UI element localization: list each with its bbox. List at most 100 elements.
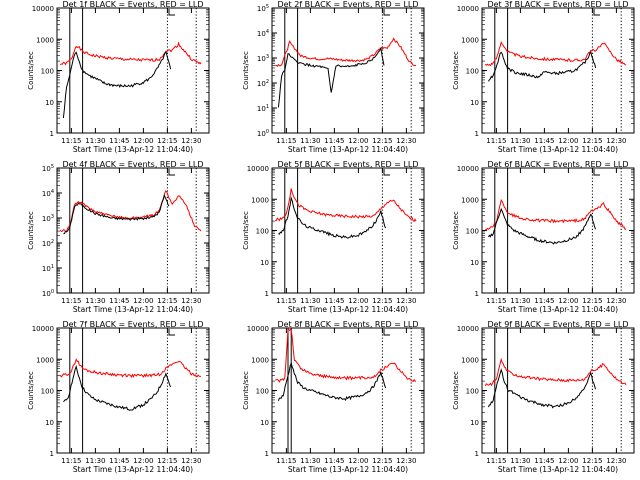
- x-axis-label: Start Time (13-Apr-12 11:04:40): [498, 305, 618, 314]
- y-tick-label: 104: [257, 29, 269, 38]
- y-tick-label: 10: [470, 419, 479, 427]
- chart-title: Det 5f BLACK = Events, RED = LLD: [277, 160, 418, 169]
- x-tick-label: 12:00: [348, 297, 368, 305]
- x-tick-label: 11:45: [109, 457, 129, 465]
- y-tick-label: 103: [257, 54, 269, 63]
- lld-series-line: [484, 198, 626, 231]
- y-axis-label: Counts/sec: [242, 211, 250, 250]
- x-tick-label: 11:30: [300, 297, 320, 305]
- y-tick-label: 1000: [461, 356, 479, 364]
- x-axis-label: Start Time (13-Apr-12 11:04:40): [73, 305, 193, 314]
- corner-mark: [593, 329, 600, 336]
- events-series-line: [63, 364, 172, 411]
- y-axis-label: Counts/sec: [452, 371, 460, 410]
- y-tick-label: 105: [42, 164, 54, 173]
- plot-frame: [271, 167, 425, 294]
- x-tick-label: 12:00: [133, 137, 153, 145]
- y-tick-label: 10000: [457, 325, 479, 333]
- y-tick-label: 1: [265, 450, 269, 458]
- corner-mark: [383, 9, 390, 16]
- plot-frame: [271, 7, 425, 134]
- x-tick-label: 12:15: [582, 297, 602, 305]
- x-tick-label: 12:00: [348, 457, 368, 465]
- corner-mark: [383, 329, 390, 336]
- y-tick-label: 105: [257, 4, 269, 13]
- y-tick-label: 10: [45, 419, 54, 427]
- y-tick-label: 1000: [461, 196, 479, 204]
- y-tick-label: 101: [257, 104, 269, 113]
- chart-title: Det 3f BLACK = Events, RED = LLD: [487, 0, 628, 9]
- y-tick-label: 1: [50, 130, 54, 138]
- y-axis-label: Counts/sec: [452, 211, 460, 250]
- x-tick-label: 11:30: [300, 137, 320, 145]
- events-series-line: [277, 361, 387, 401]
- chart-panel-4: Det 4f BLACK = Events, RED = LLD 100 101 10…: [27, 160, 210, 314]
- y-tick-label: 10: [470, 259, 479, 267]
- x-tick-label: 12:00: [133, 297, 153, 305]
- y-tick-label: 1: [265, 290, 269, 298]
- chart-title: Det 8f BLACK = Events, RED = LLD: [277, 320, 418, 329]
- y-tick-label: 10: [470, 99, 479, 107]
- x-tick-label: 12:15: [582, 137, 602, 145]
- x-tick-label: 11:45: [324, 297, 344, 305]
- x-tick-label: 11:45: [109, 297, 129, 305]
- x-tick-label: 11:15: [486, 457, 506, 465]
- y-tick-label: 10: [260, 259, 269, 267]
- y-axis-label: Counts/sec: [242, 371, 250, 410]
- x-tick-label: 12:15: [157, 457, 177, 465]
- events-series-line: [62, 50, 172, 119]
- x-tick-label: 11:45: [324, 457, 344, 465]
- chart-title: Det 9f BLACK = Events, RED = LLD: [487, 320, 628, 329]
- chart-title: Det 2f BLACK = Events, RED = LLD: [277, 0, 418, 9]
- events-series-line: [277, 47, 385, 108]
- x-tick-label: 12:15: [582, 457, 602, 465]
- y-axis-label: Counts/sec: [27, 211, 35, 250]
- lld-series-line: [59, 41, 202, 66]
- x-tick-label: 11:30: [510, 297, 530, 305]
- y-tick-label: 100: [256, 388, 269, 396]
- lld-series-line: [275, 188, 417, 222]
- lld-series-line: [275, 327, 417, 383]
- chart-panel-5: Det 5f BLACK = Events, RED = LLD 1 10 100 10…: [242, 160, 425, 314]
- x-tick-label: 12:15: [157, 297, 177, 305]
- y-axis-label: Counts/sec: [27, 51, 35, 90]
- x-tick-label: 11:15: [276, 457, 296, 465]
- y-tick-label: 102: [42, 239, 54, 248]
- x-tick-label: 11:15: [61, 297, 81, 305]
- y-tick-label: 100: [466, 388, 479, 396]
- chart-panel-2: Det 2f BLACK = Events, RED = LLD 100 101 10…: [242, 0, 425, 154]
- x-tick-label: 12:15: [372, 297, 392, 305]
- lld-series-line: [59, 358, 202, 379]
- events-series-line: [487, 207, 597, 245]
- y-tick-label: 100: [41, 388, 54, 396]
- x-axis-label: Start Time (13-Apr-12 11:04:40): [73, 465, 193, 474]
- x-axis-label: Start Time (13-Apr-12 11:04:40): [73, 145, 193, 154]
- y-tick-label: 100: [257, 129, 269, 138]
- plot-frame: [56, 327, 210, 454]
- x-tick-label: 11:45: [534, 297, 554, 305]
- x-tick-label: 12:30: [181, 137, 201, 145]
- plot-frame: [271, 327, 425, 454]
- y-tick-label: 1000: [251, 196, 269, 204]
- chart-title: Det 1f BLACK = Events, RED = LLD: [62, 0, 203, 9]
- x-tick-label: 11:30: [510, 137, 530, 145]
- x-tick-label: 12:00: [558, 297, 578, 305]
- x-tick-label: 11:15: [486, 297, 506, 305]
- chart-panel-9: Det 9f BLACK = Events, RED = LLD 1 10 100 10…: [452, 320, 635, 474]
- x-axis-label: Start Time (13-Apr-12 11:04:40): [288, 305, 408, 314]
- y-tick-label: 104: [42, 189, 54, 198]
- x-tick-label: 12:30: [181, 457, 201, 465]
- x-tick-label: 12:00: [133, 457, 153, 465]
- y-tick-label: 102: [257, 79, 269, 88]
- y-tick-label: 1: [475, 130, 479, 138]
- chart-panel-6: Det 6f BLACK = Events, RED = LLD 1 10 100 10…: [452, 160, 635, 314]
- corner-mark: [593, 9, 600, 16]
- x-tick-label: 12:15: [372, 137, 392, 145]
- x-tick-label: 12:30: [606, 457, 626, 465]
- y-tick-label: 101: [42, 264, 54, 273]
- corner-mark: [168, 329, 175, 336]
- chart-title: Det 7f BLACK = Events, RED = LLD: [62, 320, 203, 329]
- lld-series-line: [59, 190, 202, 233]
- y-tick-label: 100: [256, 228, 269, 236]
